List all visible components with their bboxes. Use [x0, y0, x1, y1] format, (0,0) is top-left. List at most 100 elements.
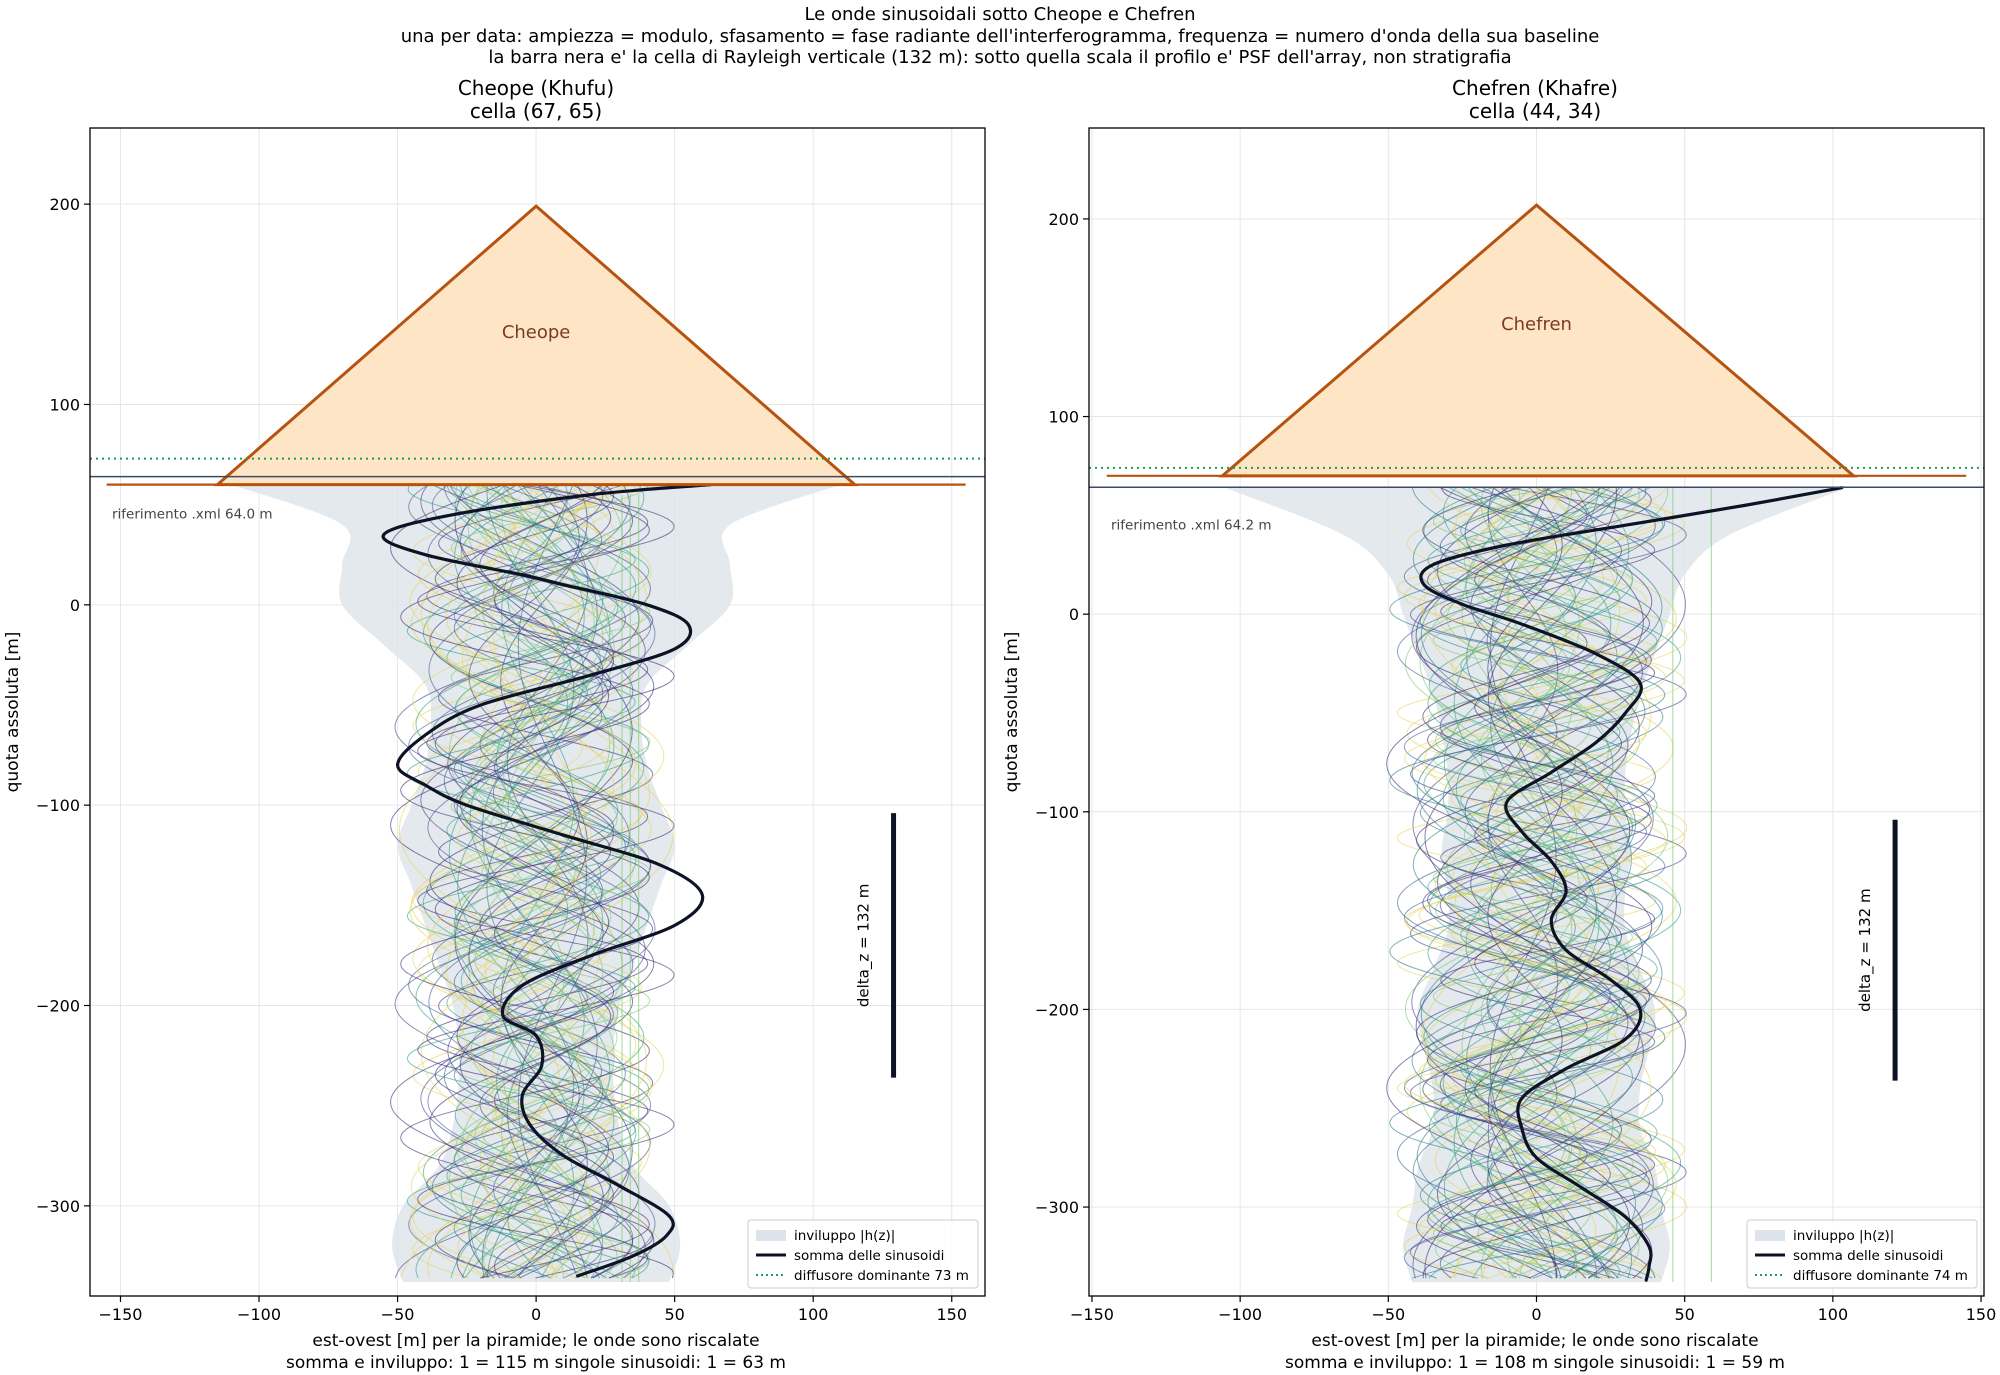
x-tick-label: 150: [936, 1305, 967, 1324]
legend-box: [1746, 1219, 1978, 1289]
sinusoid-line: [481, 484, 591, 1279]
sinusoid-line: [1432, 487, 1633, 1279]
suptitle-line-3: la barra nera e' la cella di Rayleigh ve…: [488, 47, 1511, 68]
legend: inviluppo |h(z)| somma delle sinusoidi dif…: [747, 1219, 979, 1289]
sinusoid-line: [470, 484, 612, 1279]
sinusoid-line: [1518, 487, 1580, 1279]
x-tick-label: 100: [1818, 1305, 1849, 1324]
sinusoid-line: [1409, 487, 1687, 1279]
reference-label: riferimento .xml 64.0 m: [112, 507, 273, 523]
sinusoid-line: [1427, 487, 1652, 1279]
sinusoid-line: [1403, 487, 1666, 1279]
sinusoid-line: [410, 484, 637, 1279]
sinusoid-line: [460, 484, 602, 1279]
sinusoid-line: [459, 484, 604, 1279]
legend-swatch-envelope: [756, 1230, 786, 1241]
x-tick-label: −50: [381, 1305, 415, 1324]
panel-chefren: Chefren (Khafre) cella (44, 34) est-oves…: [1002, 76, 1996, 1373]
sinusoid-line: [1412, 487, 1646, 1279]
sinusoid-line: [1389, 487, 1666, 1279]
y-tick-label: 0: [1069, 605, 1079, 624]
sinusoid-line: [1466, 487, 1632, 1279]
plot-area: [90, 204, 985, 1283]
sinusoid-line: [453, 484, 588, 1279]
sinusoid-line: [1386, 487, 1653, 1279]
sinusoid-line: [1422, 487, 1650, 1279]
pyramid-label: Cheope: [502, 322, 571, 343]
x-tick-label: 150: [1966, 1305, 1997, 1324]
sinusoid-group: [1386, 487, 1688, 1279]
suptitle-line-1: Le onde sinusoidali sotto Cheope e Chefr…: [804, 4, 1195, 25]
sinusoid-line: [420, 484, 646, 1279]
x-axis-label-line-2: somma e inviluppo: 1 = 108 m singole sin…: [1285, 1353, 1785, 1373]
sinusoid-line: [1416, 487, 1663, 1279]
sinusoid-line: [1427, 487, 1658, 1279]
x-axis-label-line-1: est-ovest [m] per la piramide; le onde s…: [312, 1331, 759, 1351]
legend-box: [747, 1219, 979, 1289]
y-axis-label: quota assoluta [m]: [1002, 632, 1022, 793]
ticks: −150 −100 −50 0 50 100 150 −300 −200 −100 0 100 200: [36, 195, 967, 1324]
x-axis-label-line-1: est-ovest [m] per la piramide; le onde s…: [1311, 1331, 1758, 1351]
sinusoid-line: [1487, 487, 1559, 1279]
sinusoid-line: [1478, 487, 1597, 1279]
legend: inviluppo |h(z)| somma delle sinusoidi dif…: [1746, 1219, 1978, 1289]
plot-area: [1089, 203, 1984, 1283]
sinusoid-line: [517, 484, 588, 1279]
x-axis-label-line-2: somma e inviluppo: 1 = 115 m singole sin…: [286, 1353, 786, 1373]
sinusoid-line: [1420, 487, 1636, 1279]
sinusoid-line: [457, 484, 614, 1279]
y-tick-label: −200: [36, 997, 80, 1016]
y-tick-label: 200: [1048, 210, 1079, 229]
y-tick-label: 200: [49, 195, 80, 214]
sinusoid-line: [1464, 487, 1643, 1279]
sum-curve: [1419, 486, 1844, 1282]
sinusoid-line: [398, 484, 648, 1279]
sinusoid-line: [506, 484, 589, 1279]
x-tick-label: 50: [664, 1305, 684, 1324]
y-tick-label: −100: [36, 796, 80, 815]
sinusoid-line: [1487, 487, 1617, 1279]
sinusoid-line: [1490, 487, 1597, 1279]
legend-entry: inviluppo |h(z)|: [1793, 1228, 1894, 1244]
panel-title-line-2: cella (44, 34): [1469, 99, 1601, 123]
sinusoid-line: [461, 484, 592, 1279]
sinusoid-line: [1450, 487, 1647, 1279]
sinusoid-line: [1396, 487, 1656, 1279]
legend-entry: inviluppo |h(z)|: [794, 1228, 895, 1244]
y-tick-label: −100: [1035, 803, 1079, 822]
x-tick-label: −150: [99, 1305, 143, 1324]
y-tick-label: −200: [1035, 1000, 1079, 1019]
y-tick-label: 100: [49, 395, 80, 414]
sum-curve: [381, 483, 713, 1278]
sinusoid-line: [415, 484, 637, 1279]
sinusoid-line: [1424, 487, 1677, 1279]
suptitle-line-2: una per data: ampiezza = modulo, sfasame…: [401, 26, 1600, 47]
sinusoid-line: [434, 484, 615, 1279]
sinusoid-line: [1423, 487, 1682, 1279]
sinusoid-line: [422, 484, 645, 1279]
x-tick-label: 100: [798, 1305, 829, 1324]
sinusoid-line: [1418, 487, 1685, 1279]
sinusoid-line: [1454, 487, 1652, 1279]
envelope-area: [231, 484, 841, 1283]
x-tick-label: −150: [1070, 1305, 1114, 1324]
y-axis-label: quota assoluta [m]: [3, 632, 23, 793]
sinusoid-line: [479, 484, 614, 1279]
x-tick-label: 50: [1674, 1305, 1694, 1324]
sinusoid-line: [1495, 487, 1568, 1279]
x-tick-label: −100: [1218, 1305, 1262, 1324]
envelope-area: [1225, 487, 1848, 1283]
y-tick-label: 0: [70, 596, 80, 615]
y-tick-label: −300: [1035, 1198, 1079, 1217]
panel-title-line-1: Cheope (Khufu): [458, 76, 614, 100]
sinusoid-line: [1446, 487, 1640, 1279]
sinusoid-line: [1460, 487, 1621, 1279]
sinusoid-line: [1474, 487, 1588, 1279]
sinusoid-line: [1470, 487, 1629, 1279]
sinusoid-line: [481, 484, 598, 1279]
panel-cheope: Cheope (Khufu) cella (67, 65) est-ovest …: [3, 76, 986, 1373]
sinusoid-line: [1434, 487, 1674, 1279]
sinusoid-line: [456, 484, 610, 1279]
